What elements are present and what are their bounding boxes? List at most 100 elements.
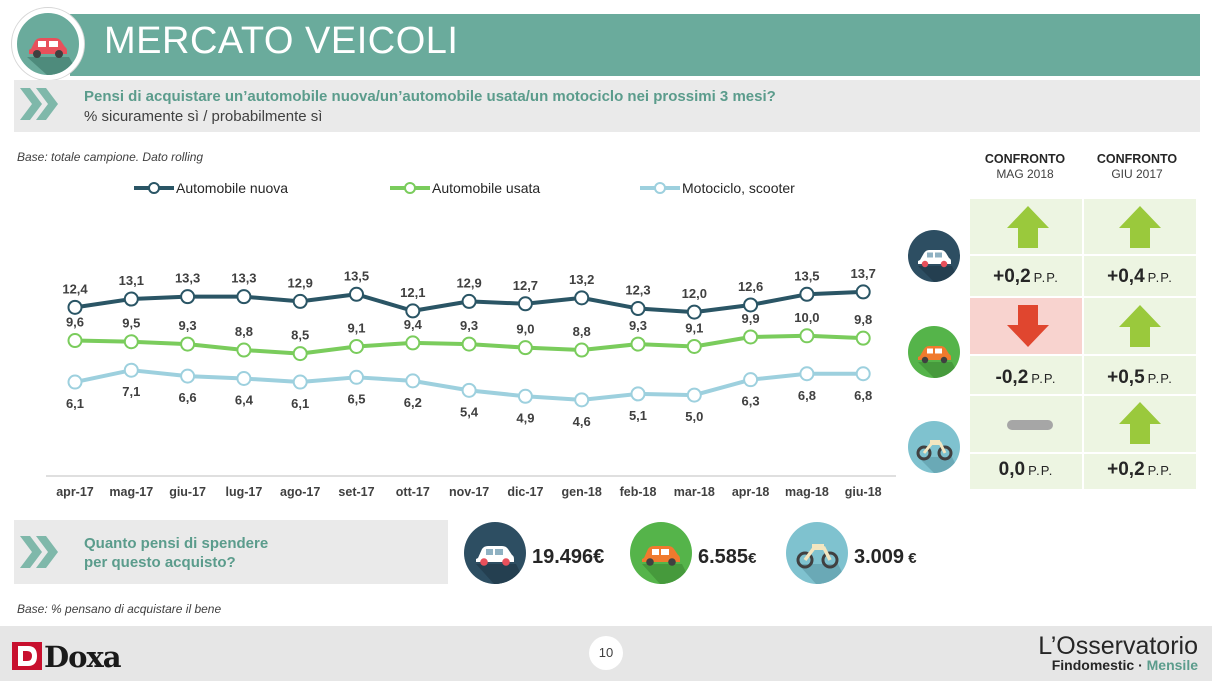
data-label: 4,9	[516, 410, 534, 425]
data-point	[686, 304, 702, 320]
data-label: 12,4	[62, 281, 88, 296]
value-number: -0,2	[995, 367, 1029, 388]
amount-value: 6.585	[698, 546, 749, 568]
confronto-title: CONFRONTO	[984, 152, 1066, 166]
data-label: 6,3	[742, 394, 760, 409]
data-point	[574, 392, 590, 408]
data-label: 12,0	[682, 286, 707, 301]
confronto-header-mag: CONFRONTO MAG 2018	[970, 152, 1080, 182]
x-tick-label: mag-17	[109, 485, 153, 499]
header-car-badge	[12, 8, 84, 80]
data-label: 12,7	[513, 278, 538, 293]
data-label: 9,1	[685, 320, 703, 335]
header-bar	[70, 14, 1200, 76]
doxa-logo-icon	[12, 642, 42, 670]
motorcycle-icon	[916, 440, 960, 473]
data-label: 5,1	[629, 408, 647, 423]
chevron-double-icon	[20, 88, 58, 120]
legend-label: Motociclo, scooter	[682, 180, 795, 196]
amount-currency: €	[593, 546, 605, 568]
x-tick-label: dic-17	[507, 485, 543, 499]
x-tick-label: giu-18	[845, 485, 882, 499]
car-used-icon	[642, 546, 692, 584]
page-number: 10	[589, 636, 623, 670]
data-point	[123, 291, 139, 307]
data-point	[574, 342, 590, 358]
data-point	[292, 346, 308, 362]
confronto-value: +0,2 P.P.	[1084, 459, 1196, 481]
data-point	[123, 334, 139, 350]
arrow-down-icon	[1007, 305, 1049, 347]
question-bar	[14, 80, 1200, 132]
data-point	[686, 387, 702, 403]
data-label: 9,5	[122, 316, 140, 331]
amount-currency: €	[748, 550, 757, 567]
data-label: 13,5	[344, 268, 369, 283]
chevron-double-icon	[20, 536, 58, 568]
data-point	[799, 366, 815, 382]
base-note: Base: totale campione. Dato rolling	[17, 150, 204, 164]
legend-label: Automobile usata	[432, 180, 541, 196]
data-point	[799, 328, 815, 344]
data-label: 5,4	[460, 404, 479, 419]
data-label: 12,6	[738, 279, 763, 294]
car-new-icon	[918, 250, 960, 282]
car-used-icon	[908, 326, 960, 378]
value-unit: P.P.	[1147, 270, 1173, 285]
x-tick-label: set-17	[338, 485, 374, 499]
value-number: +0,4	[1107, 266, 1145, 287]
data-point	[574, 290, 590, 306]
data-point	[67, 333, 83, 349]
spend-amount-car-new: 19.496€	[532, 546, 604, 569]
confronto-title: CONFRONTO	[1096, 152, 1178, 166]
motorcycle-icon	[908, 421, 960, 473]
data-label: 12,1	[400, 285, 425, 300]
arrow-up-icon	[1119, 206, 1161, 248]
data-point	[67, 299, 83, 315]
spend-question-line2: per questo acquisto?	[84, 554, 236, 571]
data-label: 6,5	[347, 391, 365, 406]
data-label: 9,1	[347, 320, 365, 335]
confronto-value: +0,4 P.P.	[1084, 266, 1196, 288]
data-point	[799, 286, 815, 302]
amount-value: 19.496	[532, 546, 594, 568]
data-point	[855, 284, 871, 300]
data-label: 13,5	[794, 268, 819, 283]
confronto-header-giu: CONFRONTO GIU 2017	[1082, 152, 1192, 182]
data-point	[743, 372, 759, 388]
data-label: 9,3	[179, 318, 197, 333]
observatory-sub2: Mensile	[1146, 657, 1198, 673]
base-note-spend: Base: % pensano di acquistare il bene	[17, 602, 222, 616]
observatory-sub1: Findomestic ·	[1051, 657, 1147, 673]
data-point	[180, 368, 196, 384]
data-point	[517, 388, 533, 404]
x-tick-label: mag-18	[785, 485, 829, 499]
data-label: 8,8	[235, 324, 253, 339]
confronto-value: 0,0 P.P.	[970, 459, 1082, 481]
data-label: 9,9	[742, 311, 760, 326]
car-new-icon	[908, 230, 960, 282]
data-point	[630, 301, 646, 317]
data-label: 6,6	[179, 390, 197, 405]
data-point	[461, 382, 477, 398]
motorcycle-icon	[796, 544, 848, 584]
data-label: 8,8	[573, 324, 591, 339]
flat-dash-icon	[1007, 420, 1053, 430]
arrow-up-icon	[1119, 305, 1161, 347]
data-label: 5,0	[685, 409, 703, 424]
data-label: 12,9	[456, 275, 481, 290]
data-label: 6,2	[404, 395, 422, 410]
amount-value: 3.009	[854, 546, 905, 568]
spend-bar	[14, 520, 448, 584]
car-new-icon	[476, 546, 526, 584]
page-title: MERCATO VEICOLI	[104, 20, 459, 62]
data-label: 6,8	[854, 388, 872, 403]
line-chart: apr-17 mag-17 giu-17 lug-17 ago-17 set-17 ott-…	[46, 266, 896, 499]
x-tick-label: ott-17	[396, 485, 430, 499]
observatory-title: L’Osservatorio	[1038, 632, 1198, 660]
spend-amount-car-used: 6.585€	[698, 546, 756, 569]
x-tick-label: mar-18	[674, 485, 715, 499]
data-label: 13,3	[175, 271, 200, 286]
data-point	[743, 297, 759, 313]
x-tick-label: apr-18	[732, 485, 770, 499]
